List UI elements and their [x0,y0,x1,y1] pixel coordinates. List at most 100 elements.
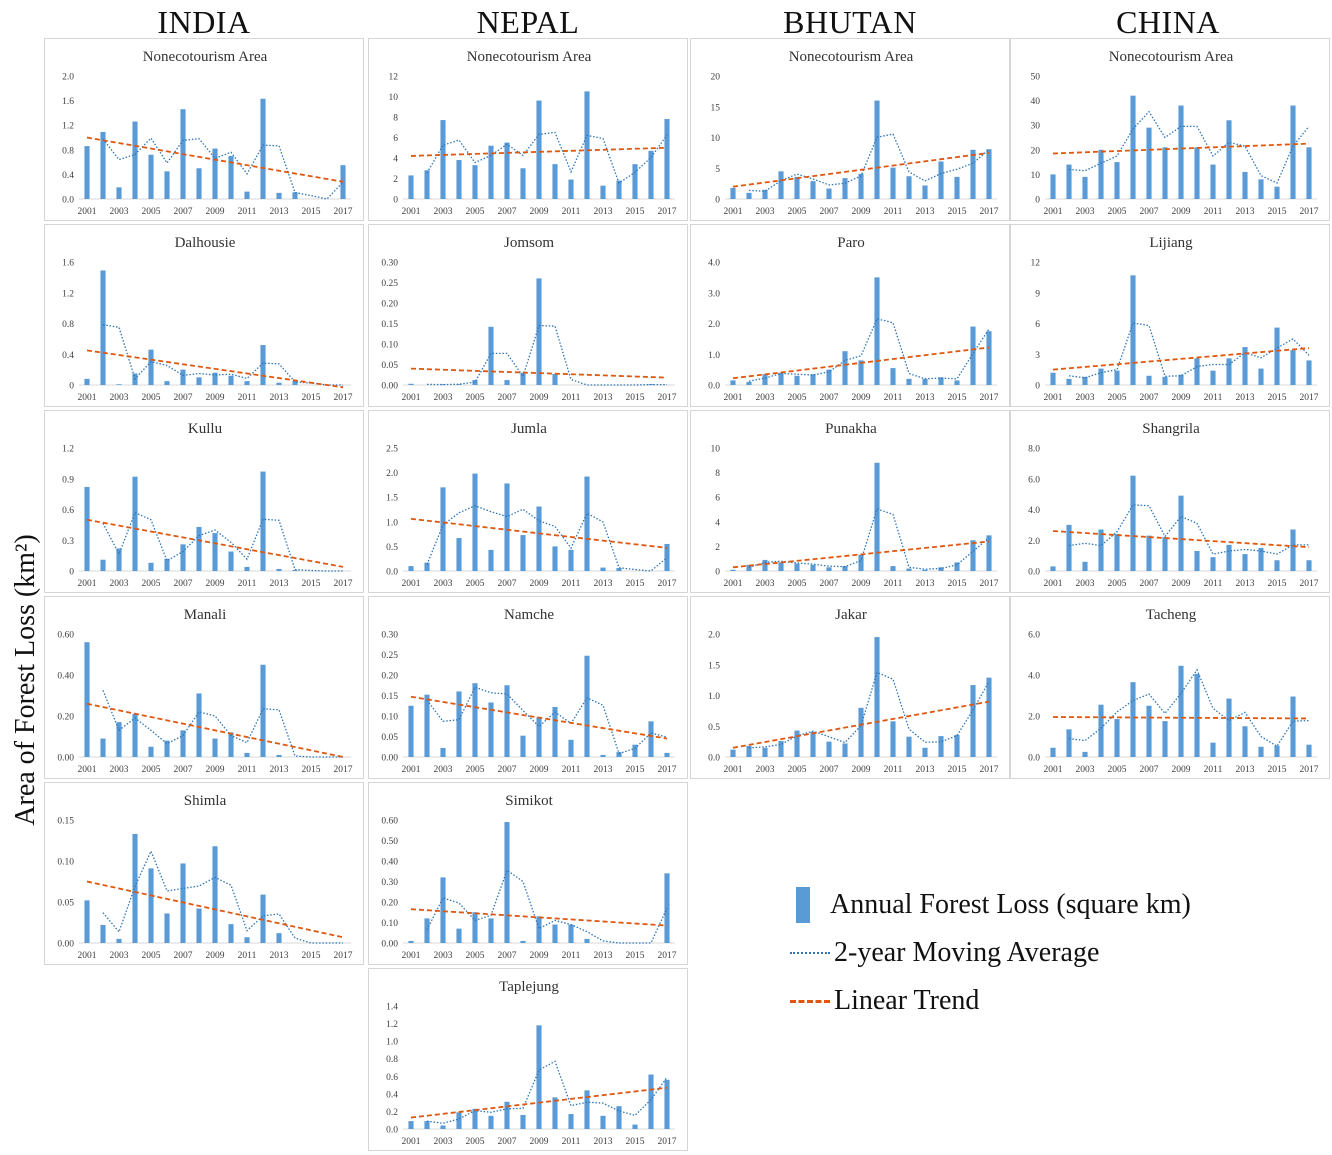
x-tick-label: 2017 [334,393,353,403]
bar-2001 [84,146,90,199]
x-tick-label: 2001 [1044,207,1063,217]
linear-trend-line [410,517,668,549]
bar-2007 [180,730,186,757]
x-tick-label: 2001 [402,765,421,775]
y-tick-label: 0.30 [381,631,398,641]
bar-2011 [890,368,896,385]
legend-swatch-bar [796,887,810,923]
chart-svg: Simikot 0.00 0.10 0.20 0.30 0.40 0.50 0.60 2001 2… [381,793,676,961]
bar-2015 [632,744,638,757]
bar-2012 [260,345,266,385]
linear-trend-line [410,1086,668,1119]
bar-2002 [746,564,752,571]
x-tick-label: 2003 [1076,393,1095,403]
y-tick-label: 0.10 [381,919,398,929]
chart-title: Kullu [188,421,223,437]
bar-2016 [648,721,654,757]
y-tick-label: 0.10 [57,858,74,868]
y-tick-label: 0 [1035,382,1040,392]
bar-2004 [778,171,784,199]
bar-2003 [116,938,122,943]
x-tick-label: 2005 [466,1137,485,1147]
bar-2004 [1098,368,1104,385]
bar-2012 [1226,120,1232,199]
x-tick-label: 2011 [884,765,903,775]
y-tick-label: 0.40 [381,858,398,868]
y-tick-label: 0.25 [381,279,398,289]
bar-2011 [244,566,250,571]
x-tick-label: 2001 [402,393,421,403]
x-tick-label: 2013 [1236,765,1255,775]
x-tick-label: 2013 [594,765,613,775]
x-tick-label: 2009 [852,393,871,403]
bar-2013 [1242,171,1248,199]
bar-2013 [276,754,282,757]
x-tick-label: 2011 [1204,579,1223,589]
moving-average-line [426,131,668,185]
x-tick-label: 2009 [852,765,871,775]
bar-2009 [858,173,864,199]
chart-title: Paro [837,235,865,251]
x-tick-label: 2001 [1044,765,1063,775]
chart-title: Manali [184,607,227,623]
bar-2008 [520,735,526,757]
chart-svg: Jakar 0.0 0.5 1.0 1.5 2.0 2001 2003 2005 2007 2009… [708,607,999,775]
bar-2009 [212,846,218,943]
x-tick-label: 2017 [980,765,999,775]
x-tick-label: 2001 [1044,579,1063,589]
x-tick-label: 2003 [110,951,129,961]
bar-2008 [196,377,202,385]
chart-title: Dalhousie [175,235,236,251]
linear-trend-line [732,346,990,380]
bar-2010 [552,924,558,943]
bar-2001 [1050,566,1056,571]
x-tick-label: 2011 [562,765,581,775]
x-tick-label: 2017 [980,393,999,403]
y-tick-label: 0.20 [57,713,74,723]
bar-2012 [906,568,912,571]
bar-2003 [1082,176,1088,199]
x-tick-label: 2015 [626,393,645,403]
bar-2014 [1258,368,1264,385]
x-tick-label: 2013 [270,393,289,403]
bar-2006 [1130,275,1136,385]
y-tick-label: 0.10 [381,713,398,723]
y-tick-label: 0.8 [62,320,74,330]
bar-2007 [1146,127,1152,199]
x-tick-label: 2017 [658,207,677,217]
bar-2004 [1098,704,1104,757]
y-tick-label: 0 [715,568,720,578]
bar-2008 [842,743,848,757]
chart-svg: Nonecotourism Area 0 10 20 30 40 50 2001 2003 200… [1031,49,1319,217]
y-tick-label: 12 [1031,259,1041,269]
chart-title: Lijiang [1149,235,1193,251]
legend-label-linear-trend: Linear Trend [834,985,980,1016]
x-tick-label: 2009 [530,765,549,775]
x-tick-label: 2015 [948,393,967,403]
y-tick-label: 0.60 [57,631,74,641]
bar-2003 [440,120,446,199]
linear-trend-line [1052,347,1310,371]
bar-2012 [584,91,590,199]
bar-2009 [858,555,864,571]
y-tick-label: 0.30 [381,259,398,269]
y-tick-label: 0.8 [386,1055,398,1065]
x-tick-label: 2001 [402,1137,421,1147]
bar-2012 [906,378,912,385]
bar-2016 [970,685,976,757]
chart-panel-china-0: Nonecotourism Area 0 10 20 30 40 50 2001 2003 200… [1010,38,1330,221]
bar-2005 [472,473,478,571]
moving-average-line [102,137,344,200]
y-tick-label: 2.0 [1028,713,1040,723]
x-tick-label: 2001 [724,207,743,217]
country-heading-bhutan: BHUTAN [783,4,917,40]
x-tick-label: 2003 [110,579,129,589]
bar-2011 [244,381,250,385]
y-tick-label: 0.00 [381,754,398,764]
x-tick-label: 2001 [402,207,421,217]
bar-2011 [568,179,574,199]
x-tick-label: 2013 [1236,207,1255,217]
bar-2005 [1114,162,1120,199]
y-tick-label: 1.4 [386,1003,398,1013]
x-tick-label: 2017 [658,393,677,403]
